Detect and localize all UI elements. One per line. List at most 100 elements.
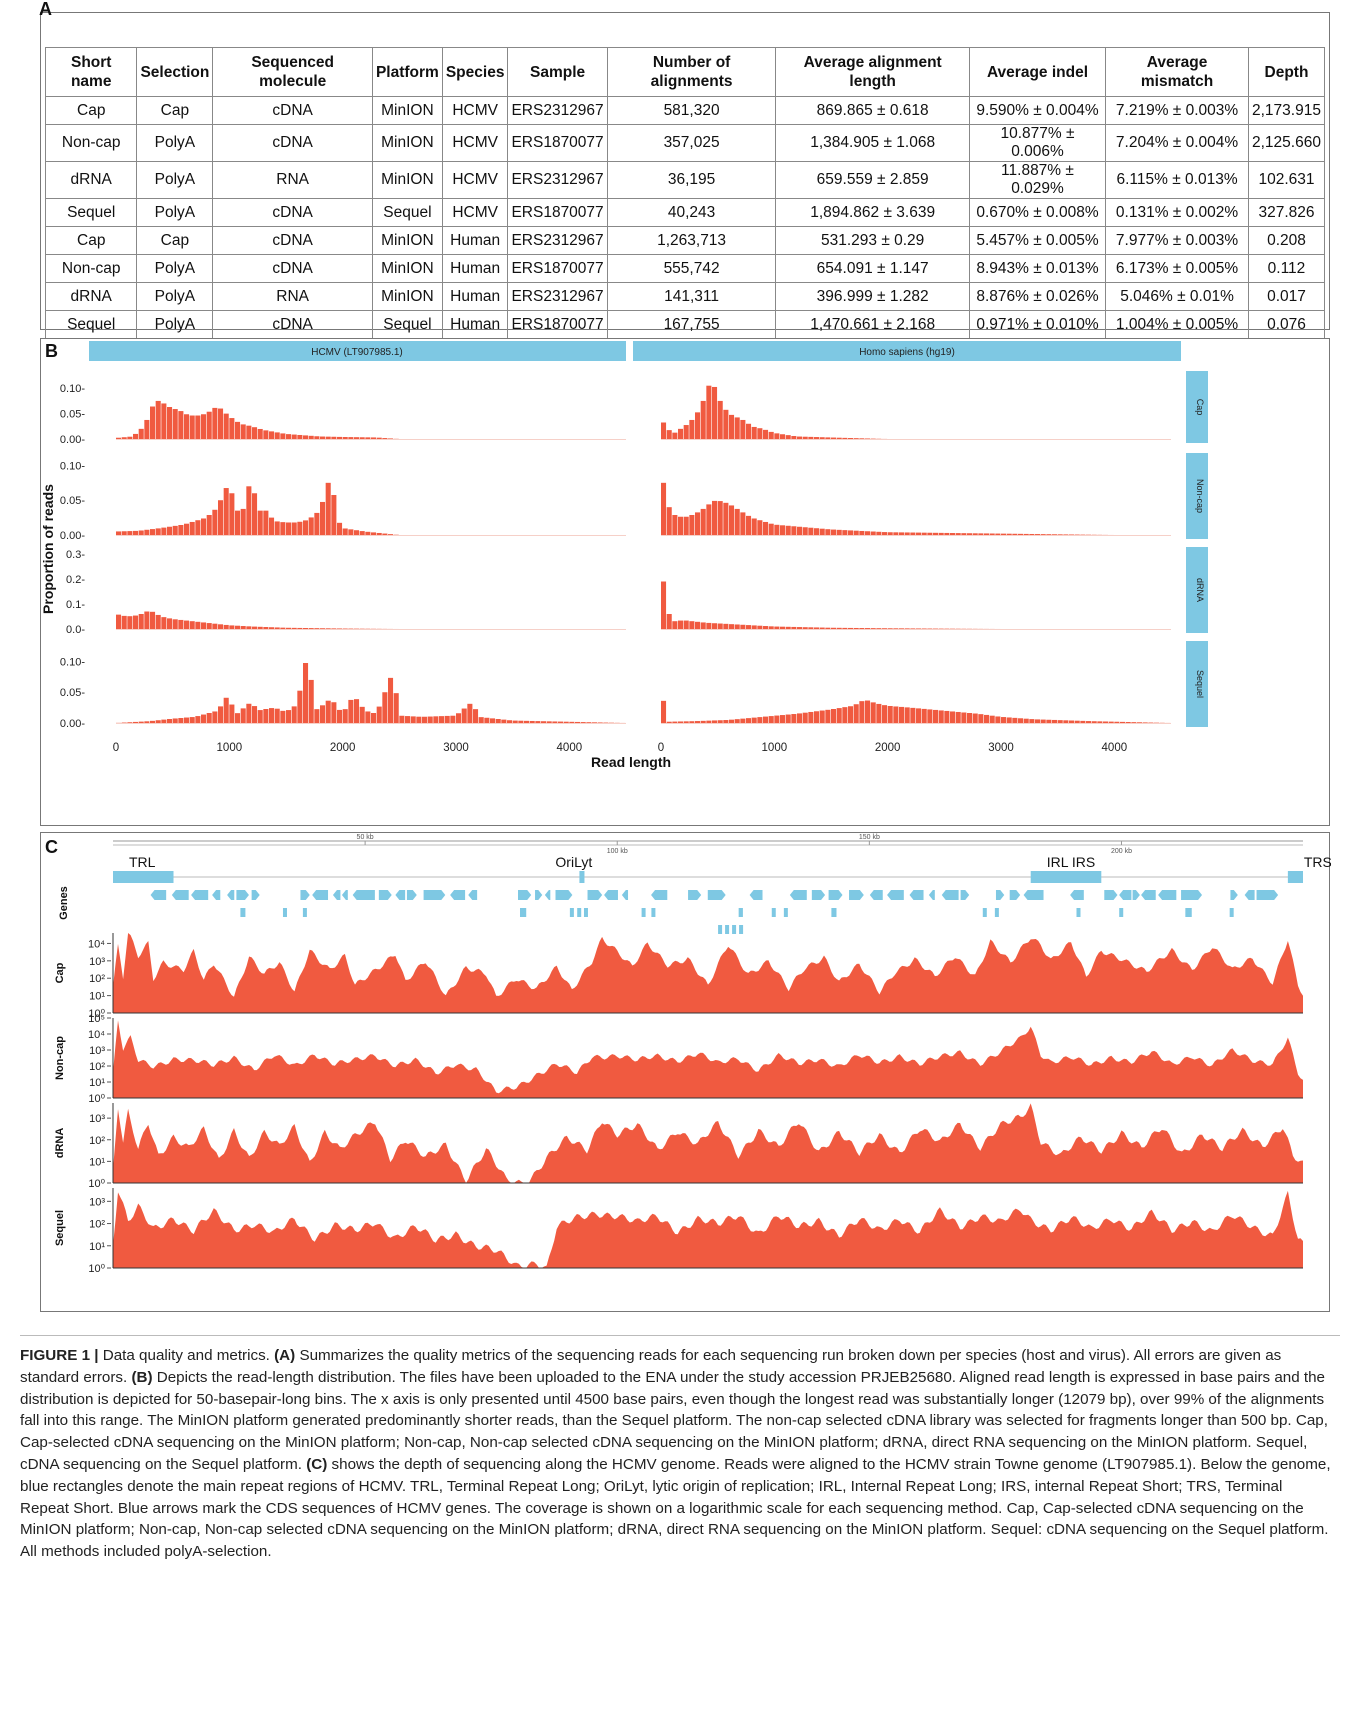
histogram-bar	[303, 435, 309, 439]
histogram-bar	[144, 721, 150, 723]
histogram-bar	[371, 437, 377, 439]
histogram-bar	[365, 711, 371, 723]
histogram-bar	[910, 707, 916, 723]
histogram-bar	[314, 628, 320, 629]
gene-arrow-icon	[1244, 890, 1255, 900]
histogram-bar	[178, 718, 184, 723]
histogram-bar	[269, 627, 275, 629]
table-cell: 8.876% ± 0.026%	[968, 282, 1107, 311]
table-cell: MinION	[371, 254, 443, 283]
histogram-bar	[785, 714, 791, 723]
histogram-bar	[797, 713, 803, 723]
histogram-bar	[218, 500, 224, 535]
histogram-bar	[848, 530, 854, 535]
coverage-area	[113, 933, 1303, 1013]
histogram-bar	[910, 628, 916, 629]
table-cell: 2,173.915	[1247, 96, 1326, 125]
histogram-bar	[774, 626, 780, 629]
table-cell: 6.173% ± 0.005%	[1105, 254, 1249, 283]
table-cell: dRNA	[44, 282, 138, 311]
histogram-bar	[552, 721, 558, 723]
histogram-bar	[689, 621, 695, 629]
histogram-bar	[1114, 721, 1120, 723]
gene-arrow-icon	[406, 890, 417, 900]
histogram-bar	[916, 708, 922, 723]
table-cell: 9.590% ± 0.004%	[968, 96, 1107, 125]
gene-marker	[771, 908, 776, 917]
histogram-bar	[235, 510, 241, 535]
histogram-bar	[376, 437, 382, 439]
histogram-bar	[297, 690, 303, 723]
gene-marker	[738, 908, 743, 917]
table-header-row: Short name Selection Sequenced molecule Pla…	[44, 47, 1326, 97]
histogram-bar	[257, 428, 263, 439]
histogram-bar	[802, 712, 808, 723]
gene-marker	[1187, 908, 1192, 917]
gene-arrow-icon	[171, 890, 189, 900]
strip-hcmv-label: HCMV (LT907985.1)	[311, 347, 403, 358]
histogram-bar	[280, 710, 286, 723]
histogram-bar	[450, 715, 456, 723]
table-cell: 0.017	[1247, 282, 1326, 311]
panel-a: A Short name Selection Sequenced molecule P…	[39, 0, 1330, 339]
y-tick-label: 0.0-	[66, 624, 85, 636]
histogram-bar	[1052, 719, 1058, 723]
histogram-bar	[201, 518, 207, 535]
figure-caption: FIGURE 1 | Data quality and metrics. (A)…	[20, 1345, 1335, 1563]
histogram-bar	[518, 720, 524, 723]
histogram-bar	[535, 721, 541, 723]
histogram-bar	[797, 436, 803, 439]
row-strip-label: dRNA	[1195, 578, 1205, 602]
table-row: Non-cap PolyA cDNA MinION Human ERS1870077 555…	[44, 254, 1326, 283]
histogram-bar	[842, 707, 848, 723]
histogram-bar	[138, 721, 144, 723]
table-cell: 0.670% ± 0.008%	[968, 198, 1107, 227]
caption-c-text: shows the depth of sequencing along the …	[20, 1455, 1331, 1561]
table-cell: 0.208	[1247, 226, 1326, 255]
histogram-bar	[678, 620, 684, 629]
table-cell: 0.971% ± 0.010%	[968, 310, 1107, 339]
histogram-bar	[950, 533, 956, 535]
histogram-bar	[700, 720, 706, 723]
gene-arrow-icon	[749, 890, 763, 900]
histogram-bar	[836, 529, 842, 535]
strip-human	[633, 341, 1181, 361]
histogram-bar	[388, 677, 394, 723]
row-strip	[1186, 547, 1208, 633]
histogram-bar	[371, 532, 377, 535]
table-cell: 10.877% ± 0.006%	[968, 124, 1107, 162]
histogram-bar	[859, 438, 865, 439]
histogram-bar	[1046, 534, 1052, 535]
histogram-bar	[921, 708, 927, 723]
histogram-bar	[1040, 719, 1046, 723]
table-cell: HCMV	[441, 96, 509, 125]
histogram-bar	[751, 625, 757, 629]
histogram-bar	[325, 628, 331, 629]
histogram-bar	[127, 436, 133, 439]
histogram-bar	[899, 532, 905, 535]
table-cell: 659.559 ± 2.859	[775, 161, 970, 199]
histogram-bar	[791, 526, 797, 535]
table-header-cell: Depth	[1247, 47, 1326, 97]
histogram-bar	[831, 437, 837, 439]
histogram-bar	[814, 528, 820, 535]
histogram-bar	[116, 614, 122, 629]
histogram-bar	[252, 626, 258, 629]
table-header-cell: Number of alignments	[606, 47, 777, 97]
histogram-bar	[848, 438, 854, 439]
gene-arrow-icon	[544, 890, 551, 900]
gene-arrow-icon	[587, 890, 603, 900]
histogram-bar	[235, 713, 241, 723]
strip-hcmv	[89, 341, 626, 361]
histogram-bar	[252, 706, 258, 723]
table-cell: ERS1870077	[507, 198, 608, 227]
table-cell: dRNA	[44, 161, 138, 199]
table-cell: Cap	[136, 226, 214, 255]
histogram-bar	[1006, 717, 1012, 723]
histogram-bar	[870, 531, 876, 535]
table-cell: cDNA	[212, 310, 373, 339]
histogram-bar	[580, 722, 586, 723]
histogram-bar	[286, 627, 292, 629]
histogram-bar	[717, 623, 723, 629]
coverage-tick-label: 10³	[89, 1113, 105, 1125]
